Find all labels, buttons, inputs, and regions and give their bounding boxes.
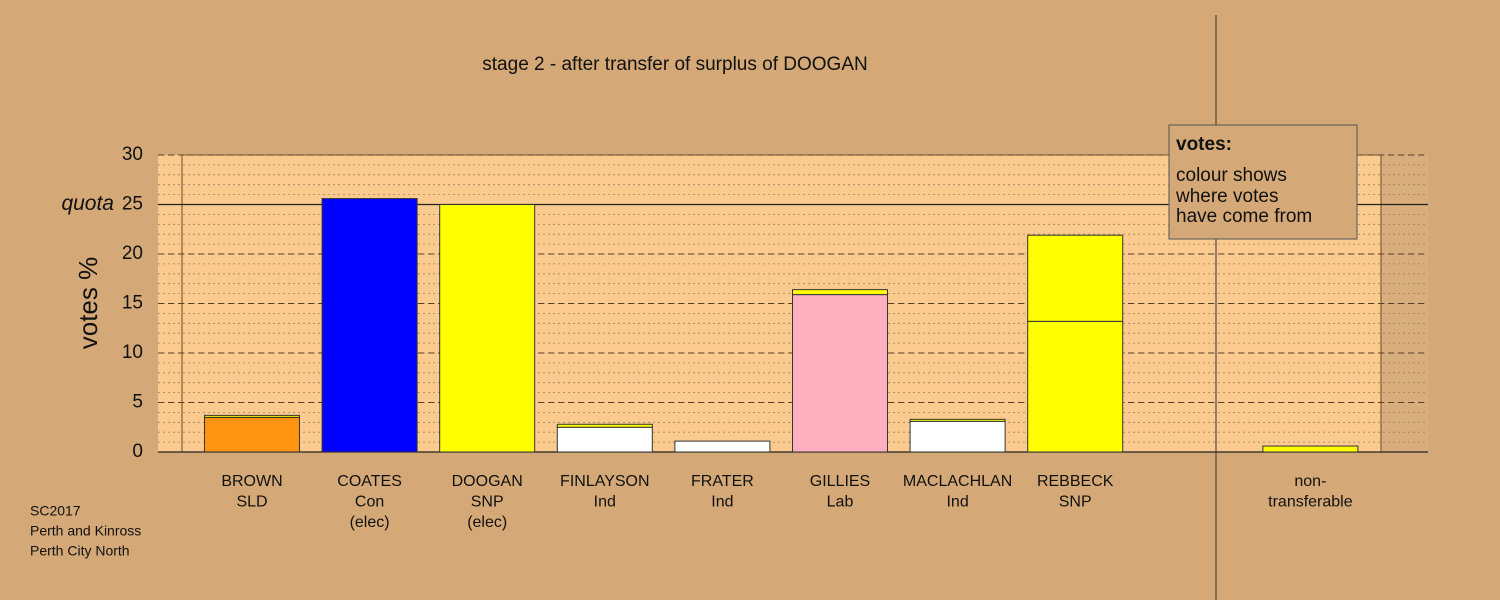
quota-label: quota	[61, 192, 114, 215]
bar-segment	[1027, 320, 1124, 453]
bar-segment	[556, 423, 653, 428]
bar-segment	[792, 289, 888, 296]
chart-title: stage 2 - after transfer of surplus of D…	[482, 54, 867, 75]
bar-segment	[556, 426, 653, 453]
footnote: Perth City North	[30, 543, 130, 559]
x-tick-label: Lab	[827, 494, 854, 511]
x-tick-label: non-	[1294, 473, 1326, 490]
x-tick-label: SNP	[1059, 494, 1092, 511]
x-tick-label: FINLAYSON	[560, 473, 650, 490]
x-tick-label: Con	[355, 494, 384, 511]
x-tick-label: Ind	[711, 494, 733, 511]
x-tick-label: GILLIES	[810, 473, 870, 490]
x-tick-label: (elec)	[467, 514, 507, 531]
x-tick-label: SLD	[236, 494, 267, 511]
y-tick-label: 15	[122, 293, 143, 314]
x-tick-label: SNP	[471, 494, 504, 511]
bar-segment	[792, 294, 888, 453]
x-tick-label: MACLACHLAN	[903, 473, 1012, 490]
x-tick-label: REBBECK	[1037, 473, 1114, 490]
y-tick-label: 20	[122, 243, 143, 264]
legend-text: where votes	[1175, 186, 1278, 207]
bar-segment	[439, 204, 536, 453]
x-tick-label: BROWN	[221, 473, 282, 490]
bar-segment	[204, 416, 300, 453]
legend-box	[1168, 124, 1358, 240]
bar-segment	[674, 440, 771, 453]
footnote: Perth and Kinross	[30, 523, 141, 539]
y-tick-label: 5	[132, 392, 143, 413]
legend-text: colour shows	[1176, 165, 1287, 186]
bar-segment	[1027, 234, 1124, 322]
x-tick-label: COATES	[337, 473, 402, 490]
x-tick-label: (elec)	[350, 514, 390, 531]
y-tick-label: 30	[122, 144, 143, 165]
legend-text: have come from	[1176, 206, 1312, 227]
y-tick-label: 0	[132, 441, 143, 462]
x-tick-label: Ind	[946, 494, 968, 511]
y-axis-label: votes %	[73, 257, 103, 350]
bars	[204, 198, 1359, 453]
bar-segment	[909, 420, 1006, 453]
bar-segment	[1262, 445, 1359, 453]
y-tick-label: 25	[122, 194, 143, 215]
bar-segment	[204, 414, 300, 418]
x-tick-label: DOOGAN	[452, 473, 523, 490]
y-tick-label: 10	[122, 342, 143, 363]
bar-segment	[909, 418, 1006, 422]
bar-segment	[321, 198, 418, 453]
x-tick-label: Ind	[594, 494, 616, 511]
x-tick-label: FRATER	[691, 473, 754, 490]
x-tick-label: transferable	[1268, 494, 1353, 511]
legend-title: votes:	[1176, 134, 1232, 155]
footnote: SC2017	[30, 503, 81, 519]
